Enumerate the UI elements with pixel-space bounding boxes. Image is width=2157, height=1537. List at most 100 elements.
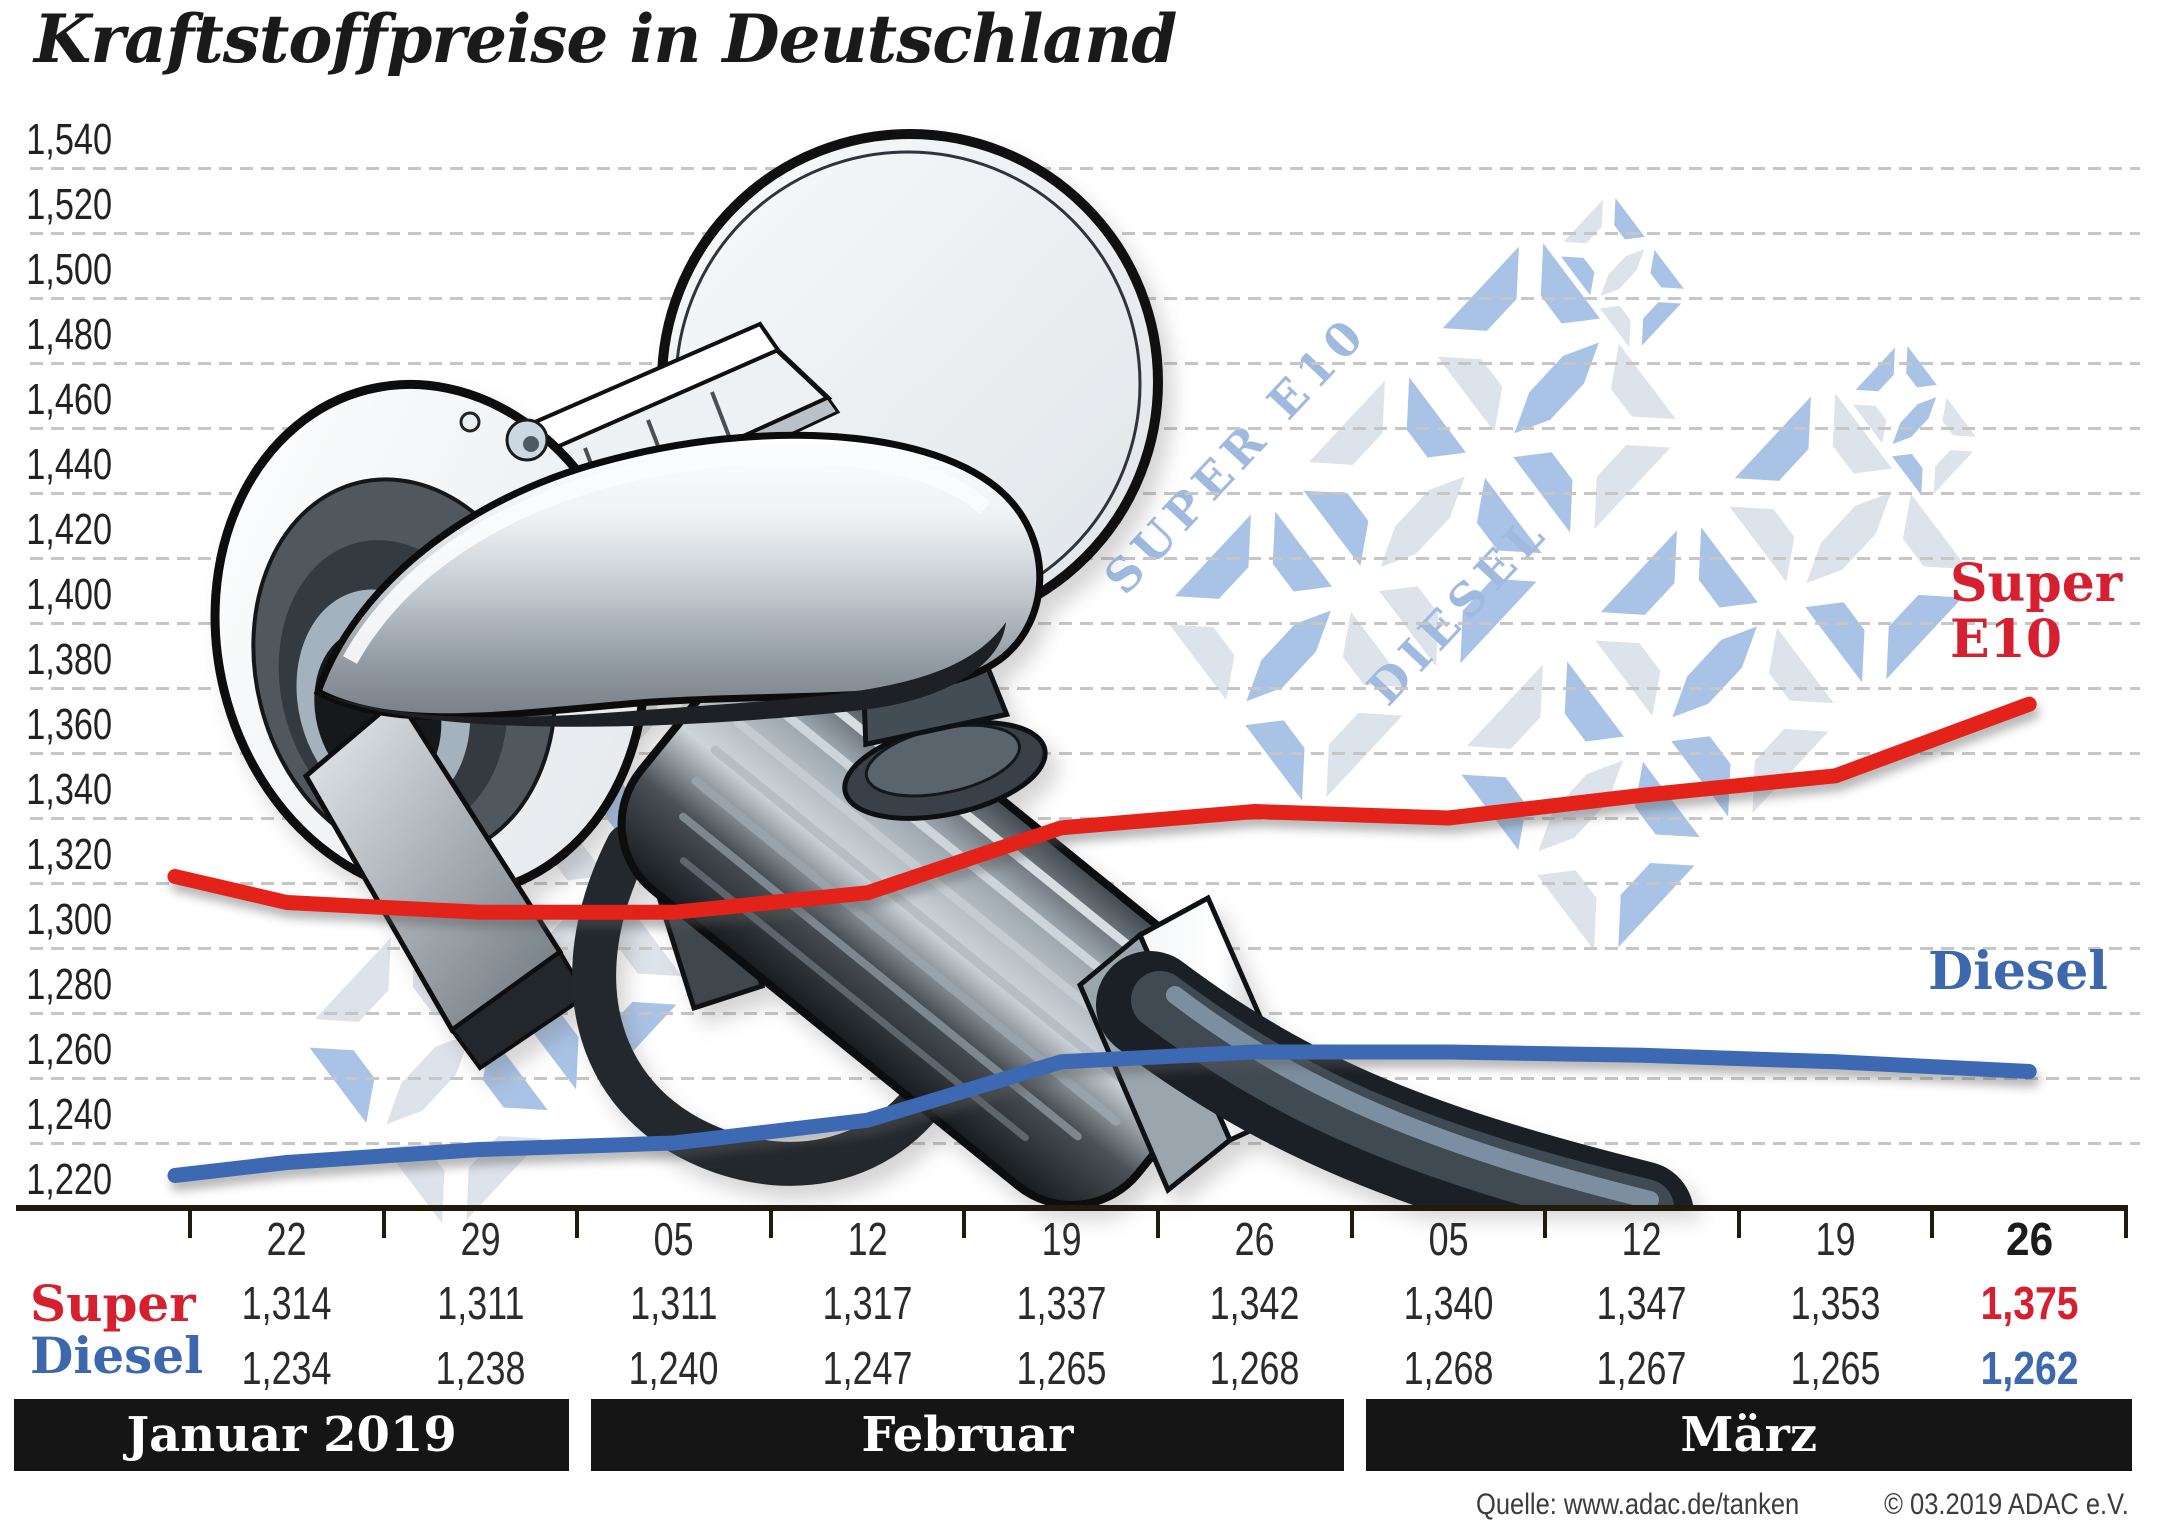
super-e10-line xyxy=(167,696,2037,920)
chrome-head xyxy=(313,431,1044,721)
y-axis-label: 1,300 xyxy=(0,896,112,944)
table-value-diesel: 1,240 xyxy=(594,1342,754,1394)
date-label-text: 05 xyxy=(654,1213,694,1265)
source-credit: Quelle: www.adac.de/tanken © 03.2019 ADA… xyxy=(1419,1488,2129,1522)
table-value-text: 1,317 xyxy=(822,1277,913,1329)
gridline xyxy=(30,167,2140,170)
y-axis-label: 1,220 xyxy=(0,1156,112,1204)
y-axis-label-text: 1,460 xyxy=(26,375,112,424)
source-label: Quelle: www.adac.de/tanken xyxy=(1475,1488,1799,1521)
axis-tick xyxy=(768,1211,773,1238)
date-label: 19 xyxy=(1766,1216,1906,1262)
axis-tick xyxy=(1736,1211,1741,1238)
y-axis-label-text: 1,320 xyxy=(26,830,112,879)
y-axis-label-text: 1,440 xyxy=(26,440,112,489)
date-label: 29 xyxy=(410,1216,550,1262)
table-value-super: 1,317 xyxy=(788,1277,948,1329)
table-value-text: 1,347 xyxy=(1597,1277,1687,1329)
date-label: 12 xyxy=(798,1216,938,1262)
y-axis-label-text: 1,280 xyxy=(26,960,112,1009)
x-axis-line xyxy=(16,1205,2128,1211)
y-axis-label: 1,340 xyxy=(0,766,112,814)
y-axis-label: 1,460 xyxy=(0,376,112,424)
table-value-text: 1,268 xyxy=(1403,1342,1494,1394)
y-axis-label: 1,440 xyxy=(0,441,112,489)
month-band-0: Januar 2019 xyxy=(14,1399,570,1471)
axis-tick xyxy=(381,1211,386,1238)
y-axis-label-text: 1,220 xyxy=(26,1155,112,1204)
table-value-super: 1,337 xyxy=(981,1280,1141,1326)
table-value-text: 1,238 xyxy=(435,1342,526,1394)
table-value-super: 1,347 xyxy=(1562,1277,1722,1329)
table-value-diesel: 1,267 xyxy=(1562,1342,1722,1394)
y-axis-label-text: 1,500 xyxy=(26,245,112,294)
table-value-diesel: 1,265 xyxy=(981,1345,1141,1391)
y-axis-label-text: 1,520 xyxy=(26,180,112,229)
y-axis-label-text: 1,360 xyxy=(26,700,112,749)
axis-tick xyxy=(1156,1211,1160,1238)
table-value-text: 1,265 xyxy=(1790,1342,1881,1394)
diesel-line xyxy=(167,1044,2037,1183)
date-label: 05 xyxy=(1378,1216,1518,1262)
date-label: 12 xyxy=(1572,1216,1712,1262)
table-value-text: 1,340 xyxy=(1403,1277,1494,1329)
table-value-diesel: 1,268 xyxy=(1175,1345,1335,1391)
table-value-text: 1,311 xyxy=(436,1277,524,1329)
table-value-diesel: 1,265 xyxy=(1756,1342,1916,1394)
axis-tick xyxy=(962,1211,967,1238)
table-value-diesel: 1,268 xyxy=(1368,1342,1528,1394)
table-value-text: 1,240 xyxy=(629,1342,719,1394)
y-axis-label: 1,420 xyxy=(0,506,112,554)
y-axis-label-text: 1,260 xyxy=(26,1025,112,1074)
y-axis-label: 1,280 xyxy=(0,961,112,1009)
page-title: Kraftstoffpreise in Deutschland xyxy=(34,0,1177,78)
table-value-text: 1,342 xyxy=(1209,1277,1300,1329)
date-label-text: 12 xyxy=(1622,1213,1662,1265)
y-axis-label: 1,480 xyxy=(0,311,112,359)
month-band-1: Februar xyxy=(591,1399,1344,1471)
table-value-super: 1,314 xyxy=(207,1280,367,1326)
table-value-text: 1,353 xyxy=(1790,1277,1881,1329)
date-label-text: 19 xyxy=(1815,1213,1856,1265)
date-label: 05 xyxy=(604,1216,744,1262)
y-axis-label: 1,540 xyxy=(0,116,112,164)
date-label-text: 29 xyxy=(460,1213,501,1265)
date-label: 19 xyxy=(991,1216,1131,1262)
gridline xyxy=(30,622,2140,625)
table-value-text: 1,267 xyxy=(1597,1342,1687,1394)
axis-tick xyxy=(1349,1211,1354,1238)
axis-tick xyxy=(1930,1211,1935,1238)
date-label-text: 12 xyxy=(847,1213,888,1265)
y-axis-label-text: 1,420 xyxy=(26,505,112,554)
copyright-note: © 03.2019 ADAC e.V. xyxy=(1884,1488,2129,1521)
y-axis-label-text: 1,380 xyxy=(26,635,112,684)
date-label-text: 19 xyxy=(1041,1213,1082,1265)
y-axis-label: 1,380 xyxy=(0,636,112,684)
table-value-text: 1,375 xyxy=(1980,1277,2079,1329)
table-value-super: 1,342 xyxy=(1175,1277,1335,1329)
table-value-super: 1,340 xyxy=(1368,1277,1528,1329)
y-axis-label-text: 1,340 xyxy=(26,765,112,814)
series-label-super-e10: Super E10 xyxy=(1950,556,2122,668)
date-label-text: 05 xyxy=(1428,1213,1469,1265)
table-value-super: 1,353 xyxy=(1756,1277,1916,1329)
table-value-diesel: 1,238 xyxy=(400,1342,560,1394)
date-label-text: 22 xyxy=(266,1213,307,1265)
y-axis-label: 1,500 xyxy=(0,246,112,294)
table-value-diesel: 1,234 xyxy=(207,1342,367,1394)
date-label: 26 xyxy=(1185,1216,1325,1262)
table-value-super: 1,311 xyxy=(594,1280,754,1326)
table-row-label-diesel: Diesel xyxy=(30,1326,204,1385)
axis-tick xyxy=(2124,1211,2128,1238)
gridline xyxy=(30,687,2140,690)
y-axis-label-text: 1,240 xyxy=(26,1090,112,1139)
table-value-text: 1,234 xyxy=(241,1342,332,1394)
series-label-super-text: Super xyxy=(1950,553,2123,614)
date-label: 26 xyxy=(1959,1216,2099,1262)
table-value-text: 1,247 xyxy=(822,1342,913,1394)
y-axis-label-text: 1,400 xyxy=(26,570,112,619)
axis-tick xyxy=(188,1211,192,1238)
